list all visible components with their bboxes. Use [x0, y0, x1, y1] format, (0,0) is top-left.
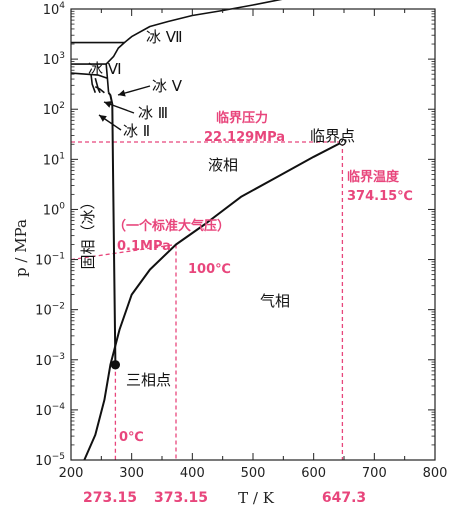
x-mark-273: 273.15: [83, 490, 137, 506]
y-axis-title: p / MPa: [12, 219, 30, 277]
label-triple-point: 三相点: [126, 371, 171, 389]
x-tick-label-200: 200: [59, 466, 84, 481]
x-tick-label-700: 700: [362, 466, 387, 481]
phase-curve-6: [70, 72, 108, 79]
x-tick-label-300: 300: [119, 466, 144, 481]
label-ice2: 冰 Ⅱ: [123, 122, 150, 140]
point-markers: [110, 138, 347, 370]
y-tick-label: 10−4: [35, 402, 65, 419]
reference-lines: [70, 141, 344, 460]
label-gas: 气相: [260, 292, 290, 310]
label-ice6: 冰 Ⅵ: [88, 60, 122, 78]
phase-curve-1: [107, 92, 117, 365]
y-tick-label: 10−1: [35, 252, 65, 269]
y-tick-label: 10−2: [35, 302, 65, 319]
label-ice7: 冰 Ⅶ: [146, 28, 183, 46]
y-tick-label: 10−5: [35, 452, 65, 469]
x-tick-label-400: 400: [180, 466, 205, 481]
annot-freezing: 0℃: [119, 430, 144, 445]
critical-point-marker: [338, 138, 347, 146]
annot-boiling: 100℃: [188, 262, 231, 277]
annot-critical-pressure-value: 22.129MPa: [204, 130, 285, 145]
label-ice5: 冰 Ⅴ: [152, 77, 183, 95]
label-solid: 固相（冰）: [79, 194, 97, 269]
phase-curve-8: [90, 74, 97, 93]
x-mark-373: 373.15: [154, 490, 208, 506]
annot-critical-temp-title: 临界温度: [347, 169, 400, 185]
annot-atm-value: 0.1MPa: [117, 239, 171, 254]
y-tick-label: 100: [43, 201, 66, 218]
y-tick-label: 10−3: [35, 352, 65, 369]
triple-point-marker: [110, 360, 121, 370]
x-mark-647: 647.3: [322, 490, 366, 506]
y-tick-label: 102: [43, 101, 65, 118]
reference-line-2: [70, 243, 177, 261]
phase-curve-0: [83, 141, 343, 461]
y-tick-label: 101: [43, 151, 65, 168]
phase-curve-7: [94, 77, 101, 94]
annot-critical-temp-value: 374.15℃: [347, 189, 413, 204]
plot-frame: [70, 8, 436, 461]
phase-curve-2: [94, 85, 105, 94]
arrow-head-2: [99, 115, 107, 122]
x-tick-label-600: 600: [301, 466, 326, 481]
label-critical-point: 临界点: [310, 127, 355, 145]
label-ice3: 冰 Ⅲ: [138, 104, 168, 122]
annot-atm-title: （一个标准大气压）: [113, 218, 230, 234]
x-tick-label-800: 800: [423, 466, 448, 481]
y-tick-label: 104: [43, 1, 66, 18]
x-axis-title: T / K: [238, 489, 275, 507]
label-arrows: [98, 85, 151, 131]
y-tick-label: 103: [43, 51, 65, 68]
arrow-head-0: [118, 89, 126, 97]
label-liquid: 液相: [208, 156, 238, 174]
axis-ticks: 200 300 400 500 600 700 800 104 103 102 101 100 10−1…: [35, 1, 447, 481]
phase-curves: [70, 0, 343, 461]
annot-critical-pressure-title: 临界压力: [216, 110, 268, 126]
x-tick-label-500: 500: [241, 466, 266, 481]
arrow-head-1: [104, 101, 112, 108]
phase-curve-3: [105, 0, 283, 93]
